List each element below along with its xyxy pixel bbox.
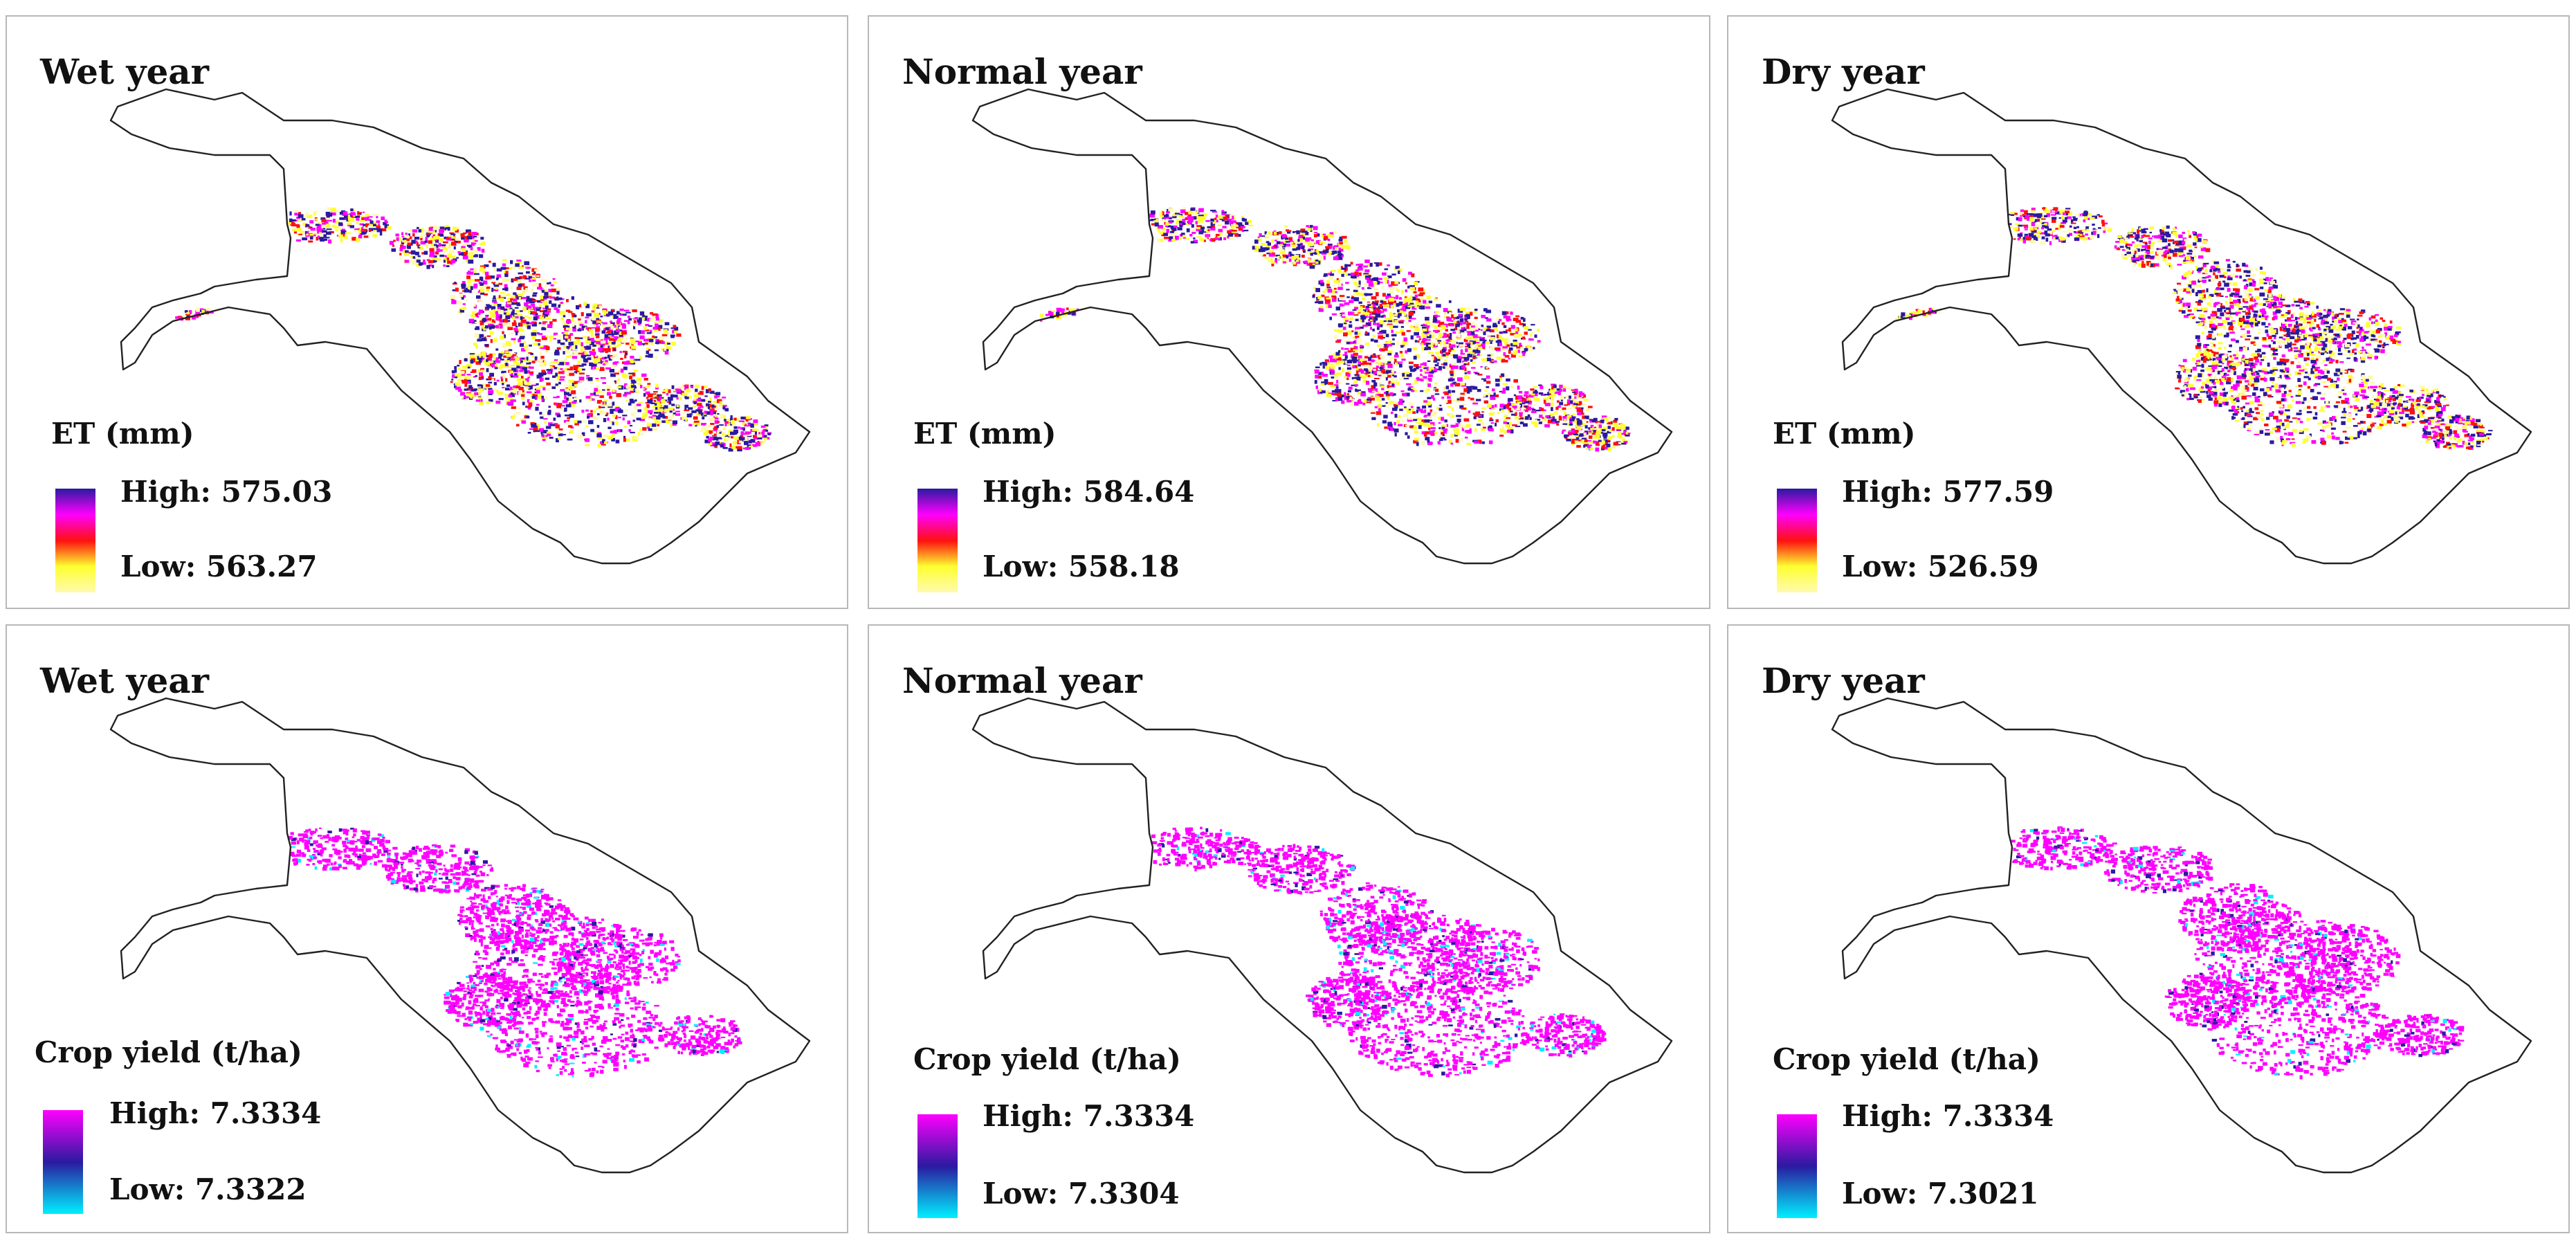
legend-color-ramp: [1777, 489, 1817, 592]
legend-color-ramp: [43, 1110, 83, 1214]
legend-high-label: High: 7.3334: [983, 1099, 1195, 1133]
legend-low-label: Low: 7.3304: [983, 1177, 1180, 1210]
map-panel-yield-wet: Wet year Crop yield (t/ha) High: 7.3334 …: [6, 624, 848, 1233]
raster-cells: [1040, 207, 1631, 452]
legend-high-label: High: 584.64: [983, 475, 1195, 509]
map-panel-yield-normal: Normal year Crop yield (t/ha) High: 7.33…: [868, 624, 1710, 1233]
region-map: [109, 697, 811, 1174]
map-panel-et-dry: Dry year ET (mm) High: 577.59 Low: 526.5…: [1727, 15, 2570, 609]
legend-low-label: Low: 526.59: [1842, 550, 2039, 583]
region-boundary: [109, 697, 811, 1174]
region-boundary: [1831, 88, 2532, 565]
region-map: [1831, 88, 2532, 565]
region-map: [109, 88, 811, 565]
legend-high-label: High: 7.3334: [1842, 1099, 2054, 1133]
region-boundary: [1831, 697, 2532, 1174]
legend-high-label: High: 575.03: [120, 475, 333, 509]
legend-color-ramp: [1777, 1114, 1817, 1218]
legend-title: Crop yield (t/ha): [913, 1042, 1181, 1076]
region-map: [1831, 697, 2532, 1174]
region-map: [971, 88, 1673, 565]
panel-title: Dry year: [1762, 51, 1925, 92]
map-panel-yield-dry: Dry year Crop yield (t/ha) High: 7.3334 …: [1727, 624, 2570, 1233]
panel-title: Normal year: [902, 660, 1142, 701]
legend-high-label: High: 7.3334: [109, 1096, 322, 1130]
legend-color-ramp: [917, 489, 958, 592]
legend-color-ramp: [55, 489, 95, 592]
panel-title: Wet year: [40, 51, 209, 92]
map-panel-et-normal: Normal year ET (mm) High: 584.64 Low: 55…: [868, 15, 1710, 609]
raster-cells: [2011, 826, 2465, 1080]
legend-title: Crop yield (t/ha): [35, 1035, 302, 1069]
raster-cells: [1895, 207, 2493, 451]
legend-low-label: Low: 7.3322: [109, 1172, 307, 1206]
region-boundary: [971, 88, 1673, 565]
map-panel-et-wet: Wet year ET (mm) High: 575.03 Low: 563.2…: [6, 15, 848, 609]
panel-title: Normal year: [902, 51, 1142, 92]
region-map: [971, 697, 1673, 1174]
raster-cells: [288, 827, 742, 1078]
raster-cells: [174, 207, 772, 452]
legend-title: Crop yield (t/ha): [1773, 1042, 2040, 1076]
raster-cells: [1151, 826, 1607, 1078]
panel-title: Dry year: [1762, 660, 1925, 701]
legend-high-label: High: 577.59: [1842, 475, 2054, 509]
region-boundary: [971, 697, 1673, 1174]
legend-low-label: Low: 7.3021: [1842, 1177, 2039, 1210]
legend-low-label: Low: 563.27: [120, 550, 318, 583]
legend-title: ET (mm): [1773, 417, 1916, 451]
legend-low-label: Low: 558.18: [983, 550, 1180, 583]
region-boundary: [109, 88, 811, 565]
panel-title: Wet year: [40, 660, 209, 701]
legend-color-ramp: [917, 1114, 958, 1218]
legend-title: ET (mm): [913, 417, 1057, 451]
legend-title: ET (mm): [51, 417, 194, 451]
